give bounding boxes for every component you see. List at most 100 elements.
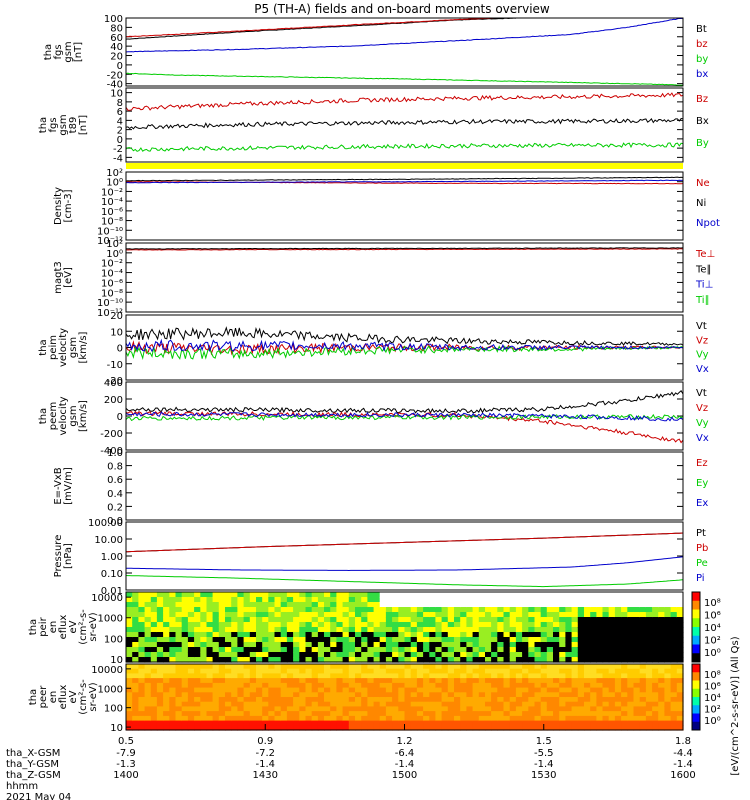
heatmap-cell [243, 711, 251, 717]
heatmap-cell [652, 612, 659, 618]
series-Vx [125, 411, 684, 422]
heatmap-cell [534, 725, 542, 731]
heatmap-cell [559, 697, 566, 703]
heatmap-cell [317, 597, 325, 603]
heatmap-cell [596, 592, 604, 598]
heatmap-cell [596, 664, 604, 670]
heatmap-cell [627, 607, 635, 613]
heatmap-cell [658, 715, 665, 722]
heatmap-cell [373, 592, 381, 598]
heatmap-cell [218, 612, 226, 618]
heatmap-cell [348, 678, 356, 684]
heatmap-cell [163, 720, 170, 726]
heatmap-cell [478, 706, 486, 712]
heatmap-cell [262, 622, 269, 628]
legend-entry: Vz [696, 335, 708, 346]
heatmap-cell [249, 697, 257, 703]
heatmap-cell [218, 657, 226, 663]
heatmap-cell [144, 607, 152, 613]
heatmap-cell [664, 668, 672, 674]
heatmap-cell [324, 692, 331, 698]
heatmap-cell [559, 706, 566, 712]
heatmap-cell [138, 637, 146, 643]
heatmap-cell [342, 706, 350, 712]
heatmap-cell [231, 725, 238, 731]
heatmap-cell [231, 642, 238, 648]
heatmap-cell [324, 687, 331, 693]
heatmap-cell [565, 668, 573, 674]
x-tick-label: 1.8 [675, 736, 691, 747]
heatmap-cell [670, 612, 678, 618]
heatmap-cell [602, 592, 610, 598]
heatmap-cell [485, 664, 492, 670]
heatmap-cell [429, 682, 437, 689]
heatmap-cell [249, 682, 257, 689]
heatmap-cell [194, 720, 201, 726]
heatmap-cell [237, 642, 245, 648]
panel-frame [125, 171, 684, 241]
heatmap-cell [639, 725, 647, 731]
heatmap-cell [156, 682, 164, 689]
heatmap-cell [676, 711, 684, 717]
heatmap-cell [478, 642, 486, 648]
heatmap-cell [367, 701, 375, 707]
heatmap-cell [274, 652, 282, 658]
heatmap-cell [286, 701, 294, 707]
y-tick-label: 0.4 [107, 489, 123, 500]
heatmap-cell [423, 687, 430, 693]
heatmap-cell [522, 627, 529, 633]
heatmap-cell [361, 632, 368, 638]
heatmap-cell [546, 664, 554, 670]
heatmap-cell [602, 647, 610, 653]
heatmap-cell [429, 617, 437, 623]
heatmap-cell [163, 687, 170, 693]
heatmap-cell [664, 627, 672, 633]
heatmap-cell [249, 668, 257, 674]
heatmap-cell [181, 664, 189, 670]
heatmap-cell [534, 706, 542, 712]
heatmap-cell [218, 706, 226, 712]
heatmap-cell [652, 637, 659, 643]
heatmap-cell [361, 715, 368, 722]
heatmap-cell [200, 647, 208, 653]
heatmap-cell [416, 668, 424, 674]
heatmap-cell [658, 647, 665, 653]
heatmap-cell [565, 692, 573, 698]
heatmap-cell [423, 711, 430, 717]
heatmap-cell [546, 607, 554, 613]
heatmap-cell [491, 720, 498, 726]
heatmap-cell [187, 622, 195, 628]
heatmap-cell [163, 664, 170, 670]
heatmap-cell [522, 692, 529, 698]
heatmap-cell [175, 725, 183, 731]
heatmap-cell [336, 612, 344, 618]
heatmap-cell [187, 725, 195, 731]
heatmap-cell [286, 592, 294, 598]
heatmap-cell [385, 678, 393, 684]
heatmap-cell [194, 642, 201, 648]
heatmap-cell [416, 607, 424, 613]
heatmap-cell [658, 711, 665, 717]
heatmap-cell [410, 592, 418, 598]
heatmap-cell [584, 687, 591, 693]
heatmap-cell [286, 642, 294, 648]
heatmap-cell [596, 622, 604, 628]
heatmap-cell [336, 642, 344, 648]
heatmap-cell [553, 692, 560, 698]
heatmap-cell [138, 652, 146, 658]
heatmap-cell [577, 592, 585, 598]
heatmap-cell [274, 622, 282, 628]
heatmap-cell [348, 706, 356, 712]
heatmap-cell [639, 715, 647, 722]
heatmap-cell [225, 642, 232, 648]
heatmap-cell [522, 597, 529, 603]
heatmap-cell [454, 622, 461, 628]
heatmap-cell [491, 668, 498, 674]
heatmap-cell [274, 617, 282, 623]
heatmap-cell [392, 687, 399, 693]
heatmap-cell [231, 617, 238, 623]
heatmap-cell [522, 720, 529, 726]
heatmap-cell [324, 607, 331, 613]
heatmap-cell [299, 607, 307, 613]
heatmap-cell [596, 715, 604, 722]
